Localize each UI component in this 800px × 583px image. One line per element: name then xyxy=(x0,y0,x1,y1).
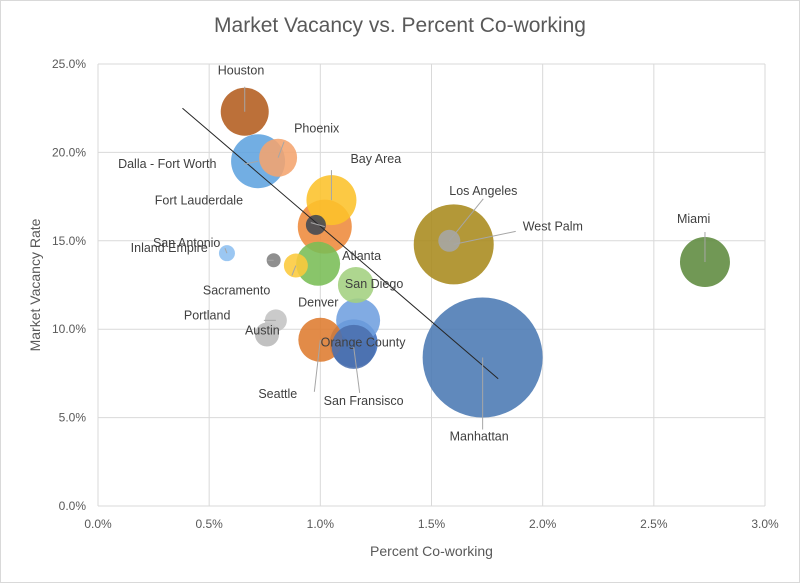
chart-title: Market Vacancy vs. Percent Co-working xyxy=(214,14,586,37)
data-label: Denver xyxy=(298,295,338,309)
x-tick-label: 2.0% xyxy=(529,517,557,531)
data-label: Miami xyxy=(677,212,710,226)
x-tick-label: 3.0% xyxy=(751,517,779,531)
data-labels: Houston Phoenix Dalla - Fort Worth Bay Area… xyxy=(118,64,710,444)
y-tick-label: 15.0% xyxy=(52,234,86,248)
leader-line xyxy=(243,160,259,165)
data-label: West Palm xyxy=(523,219,583,233)
data-label: Orange County xyxy=(321,335,407,349)
leader-line xyxy=(291,265,297,276)
leader-line xyxy=(353,346,361,393)
y-tick-label: 25.0% xyxy=(52,57,86,71)
x-tick-label: 0.5% xyxy=(195,517,223,531)
data-label: Phoenix xyxy=(294,122,340,136)
y-tick-label: 20.0% xyxy=(52,145,86,159)
bubbles xyxy=(218,87,730,418)
leader-line xyxy=(453,230,516,245)
data-label: Atlanta xyxy=(342,249,381,263)
leader-line xyxy=(313,339,321,392)
x-tick-label: 1.5% xyxy=(418,517,446,531)
leader-line xyxy=(224,247,228,254)
y-tick-label: 5.0% xyxy=(59,411,87,425)
data-label: Los Angeles xyxy=(449,184,517,198)
y-tick-label: 10.0% xyxy=(52,322,86,336)
x-tick-label: 1.0% xyxy=(307,517,335,531)
bubble-point xyxy=(337,267,374,303)
bubble-point xyxy=(296,241,341,286)
leader-line xyxy=(310,222,325,228)
data-label: San Diego xyxy=(345,277,403,291)
gridlines xyxy=(97,63,766,507)
axes: 0.0% 0.5% 1.0% 1.5% 2.0% 2.5% 3.0% 0.0% 5.0% 10.0… xyxy=(52,57,779,531)
leader-line xyxy=(448,198,484,242)
data-label: Houston xyxy=(218,64,265,78)
data-label: San Antonio xyxy=(153,236,220,250)
data-label: San Fransisco xyxy=(324,394,404,408)
data-label: Dalla - Fort Worth xyxy=(118,157,216,171)
trend-line xyxy=(182,107,499,380)
data-label: Portland xyxy=(184,308,231,322)
data-label: Seattle xyxy=(258,387,297,401)
data-label: Manhattan xyxy=(450,429,509,443)
y-tick-label: 0.0% xyxy=(59,499,87,513)
x-axis-title: Percent Co-working xyxy=(370,543,493,559)
leader-line xyxy=(277,141,285,158)
data-label: Inland Empire xyxy=(131,241,208,255)
data-label: Austin xyxy=(245,324,280,338)
bubble-point xyxy=(305,214,326,235)
x-tick-label: 2.5% xyxy=(640,517,668,531)
data-label: Fort Lauderdale xyxy=(155,194,243,208)
trendline xyxy=(182,107,499,380)
data-label: Bay Area xyxy=(350,152,401,166)
y-axis-title: Market Vacancy Rate xyxy=(27,218,43,351)
x-tick-label: 0.0% xyxy=(84,517,112,531)
data-label: Sacramento xyxy=(203,284,270,298)
